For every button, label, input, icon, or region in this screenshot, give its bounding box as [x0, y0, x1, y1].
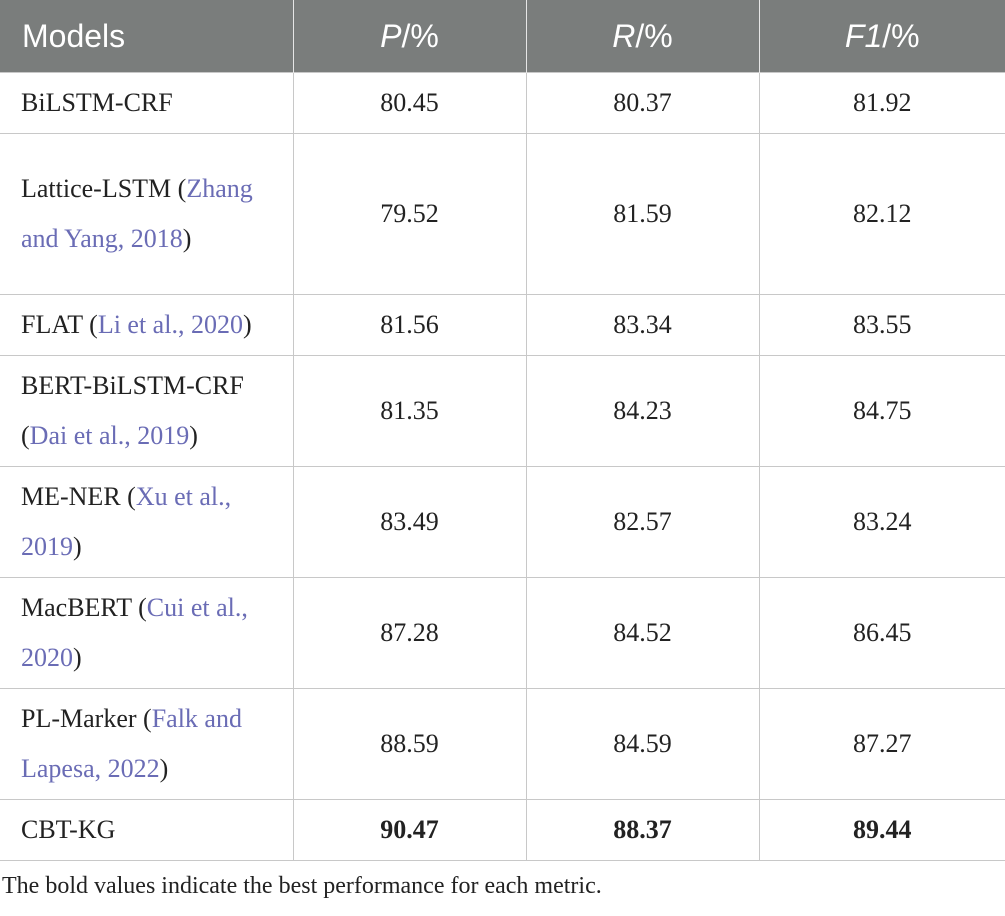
table-row: Lattice-LSTM (Zhang and Yang, 2018) 79.5…: [0, 133, 1005, 295]
recall-cell: 84.23: [525, 355, 760, 467]
table-row: MacBERT (Cui et al., 2020) 87.28 84.52 8…: [0, 577, 1005, 689]
table-row: BiLSTM-CRF 80.45 80.37 81.92: [0, 72, 1005, 134]
citation-link[interactable]: Zhang and Yang, 2018: [21, 174, 253, 253]
precision-cell-best: 90.47: [292, 799, 527, 861]
citation-link[interactable]: Cui et al., 2020: [21, 593, 248, 672]
model-name: FLAT (Li et al., 2020): [0, 294, 294, 356]
f1-cell: 87.27: [758, 688, 1005, 800]
f1-cell: 83.24: [758, 466, 1005, 578]
recall-cell: 83.34: [525, 294, 760, 356]
model-name: BiLSTM-CRF: [0, 72, 294, 134]
results-table: Models P/% R/% F1/% BiLSTM-CRF 80.45 80.…: [0, 0, 1005, 861]
header-models: Models: [0, 0, 294, 73]
citation-link[interactable]: Xu et al., 2019: [21, 482, 232, 561]
precision-cell: 79.52: [292, 133, 527, 295]
model-name: Lattice-LSTM (Zhang and Yang, 2018): [0, 133, 294, 295]
header-row: Models P/% R/% F1/%: [0, 0, 1005, 73]
f1-cell: 84.75: [758, 355, 1005, 467]
model-name: MacBERT (Cui et al., 2020): [0, 577, 294, 689]
precision-cell: 81.35: [292, 355, 527, 467]
recall-cell: 81.59: [525, 133, 760, 295]
recall-cell: 84.59: [525, 688, 760, 800]
table-footnote: The bold values indicate the best perfor…: [2, 873, 602, 899]
f1-cell: 86.45: [758, 577, 1005, 689]
precision-cell: 80.45: [292, 72, 527, 134]
f1-cell: 81.92: [758, 72, 1005, 134]
table-row: FLAT (Li et al., 2020) 81.56 83.34 83.55: [0, 294, 1005, 356]
model-name: ME-NER (Xu et al., 2019): [0, 466, 294, 578]
citation-link[interactable]: Falk and Lapesa, 2022: [21, 704, 242, 783]
f1-cell: 82.12: [758, 133, 1005, 295]
recall-cell-best: 88.37: [525, 799, 760, 861]
precision-cell: 87.28: [292, 577, 527, 689]
model-name: BERT-BiLSTM-CRF (Dai et al., 2019): [0, 355, 294, 467]
citation-link[interactable]: Dai et al., 2019: [29, 421, 190, 450]
precision-cell: 83.49: [292, 466, 527, 578]
f1-cell-best: 89.44: [758, 799, 1005, 861]
table-row: ME-NER (Xu et al., 2019) 83.49 82.57 83.…: [0, 466, 1005, 578]
table-row: PL-Marker (Falk and Lapesa, 2022) 88.59 …: [0, 688, 1005, 800]
header-recall: R/%: [526, 0, 760, 73]
precision-cell: 81.56: [292, 294, 527, 356]
model-name: CBT-KG: [0, 799, 294, 861]
citation-link[interactable]: Li et al., 2020: [97, 310, 243, 339]
header-f1: F1/%: [759, 0, 1005, 73]
header-precision: P/%: [293, 0, 527, 73]
recall-cell: 80.37: [525, 72, 760, 134]
table-row: BERT-BiLSTM-CRF (Dai et al., 2019) 81.35…: [0, 355, 1005, 467]
table-row: CBT-KG 90.47 88.37 89.44: [0, 799, 1005, 861]
recall-cell: 84.52: [525, 577, 760, 689]
model-name: PL-Marker (Falk and Lapesa, 2022): [0, 688, 294, 800]
f1-cell: 83.55: [758, 294, 1005, 356]
precision-cell: 88.59: [292, 688, 527, 800]
recall-cell: 82.57: [525, 466, 760, 578]
